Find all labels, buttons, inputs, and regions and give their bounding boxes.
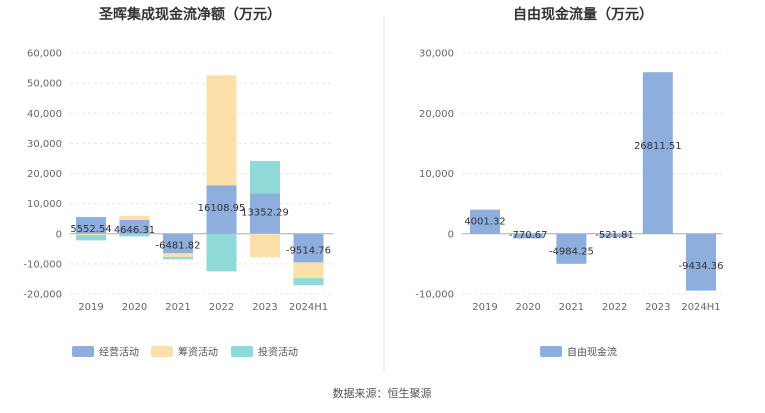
chart1-bar-筹资活动-2019 (76, 233, 106, 235)
chart2-data-label: -9434.36 (679, 261, 724, 272)
chart1-x-tick-label: 2021 (165, 302, 190, 313)
chart2-x-tick-label: 2021 (559, 302, 584, 313)
chart2-y-tick-label: 0 (448, 229, 454, 240)
chart1-legend-swatch-经营活动 (72, 346, 94, 357)
chart1-bar-投资活动-2024H1 (293, 278, 324, 286)
chart1-bar-筹资活动-2024H1 (293, 262, 324, 279)
chart2-title: 自由现金流量（万元） (513, 6, 653, 23)
chart2-bar-自由现金流-2024H1 (686, 233, 716, 291)
chart1-x-tick-label: 2020 (122, 302, 147, 313)
chart2-x-tick-label: 2022 (602, 302, 627, 313)
chart1-y-tick-label: 20,000 (27, 169, 62, 180)
chart1-bar-筹资活动-2020 (119, 215, 150, 220)
chart1-y-tick-label: 30,000 (27, 139, 62, 150)
chart1-legend-label: 经营活动 (99, 346, 139, 359)
chart1-y-tick-label: -10,000 (23, 259, 62, 270)
chart1-legend-label: 投资活动 (258, 346, 298, 359)
data-source: 数据来源：恒生聚源 (333, 386, 432, 400)
chart1-data-label: -9514.76 (286, 246, 331, 257)
chart1-x-tick-label: 2024H1 (289, 302, 328, 313)
chart1-data-label: 4646.31 (114, 225, 155, 236)
chart2-data-label: -4984.25 (549, 246, 594, 257)
chart2-bar-自由现金流-2019 (470, 209, 500, 234)
chart1-x-tick-label: 2023 (252, 302, 277, 313)
chart1-legend-label: 筹资活动 (178, 346, 218, 359)
chart1-bar-投资活动-2019 (76, 234, 106, 241)
chart1-data-label: 5552.54 (70, 224, 111, 235)
chart1-bar-投资活动-2022 (206, 233, 237, 272)
chart1-legend-swatch-筹资活动 (151, 346, 173, 357)
chart1-bar-筹资活动-2023 (250, 233, 280, 258)
chart1-bar-经营活动-2024H1 (293, 233, 324, 263)
chart1-data-label: -6481.82 (156, 240, 201, 251)
chart1-x-tick-label: 2022 (209, 302, 234, 313)
chart2-data-label: -521.81 (595, 230, 634, 241)
chart1-bar-经营活动-2020 (119, 219, 150, 234)
chart2-bar-自由现金流-2020 (513, 233, 544, 239)
chart2-legend-label: 自由现金流 (567, 346, 617, 359)
chart1-bar-经营活动-2019 (76, 217, 106, 234)
chart1-y-tick-label: 60,000 (27, 49, 62, 60)
chart2-x-tick-label: 2024H1 (681, 302, 720, 313)
chart2-legend-swatch-自由现金流 (540, 346, 562, 357)
chart1-bar-投资活动-2021 (163, 256, 193, 260)
chart1-legend-swatch-投资活动 (231, 346, 253, 357)
chart1-bar-投资活动-2020 (119, 233, 150, 237)
chart1-y-tick-label: -20,000 (23, 290, 62, 301)
chart2-x-tick-label: 2023 (645, 302, 670, 313)
chart2-bar-自由现金流-2021 (556, 233, 587, 264)
chart2-x-tick-label: 2019 (472, 302, 497, 313)
chart2-y-tick-label: 20,000 (419, 109, 454, 120)
chart1-y-tick-label: 50,000 (27, 79, 62, 90)
chart1-bar-投资活动-2023 (250, 160, 280, 194)
chart2-y-tick-label: 30,000 (419, 49, 454, 60)
chart1-bar-筹资活动-2022 (206, 75, 237, 186)
chart1-y-tick-label: 0 (56, 229, 62, 240)
chart1-y-tick-label: 10,000 (27, 199, 62, 210)
chart1-bar-经营活动-2021 (163, 233, 193, 254)
chart1-data-label: 16108.95 (198, 203, 246, 214)
chart1-data-label: 13352.29 (241, 208, 289, 219)
chart1-x-tick-label: 2019 (78, 302, 103, 313)
chart2-data-label: 26811.51 (634, 141, 682, 152)
chart2-bar-自由现金流-2022 (599, 233, 630, 237)
chart2-x-tick-label: 2020 (515, 302, 540, 313)
chart1-y-tick-label: 40,000 (27, 109, 62, 120)
chart1-bar-筹资活动-2021 (163, 253, 193, 257)
chart2-data-label: 4001.32 (464, 216, 505, 227)
chart2-y-tick-label: 10,000 (419, 169, 454, 180)
chart1-title: 圣晖集成现金流净额（万元） (98, 6, 281, 23)
chart2-bar-自由现金流-2023 (642, 72, 673, 234)
chart2-data-label: -770.67 (509, 230, 548, 241)
chart2-y-tick-label: -10,000 (415, 290, 454, 301)
chart1-bar-经营活动-2023 (250, 193, 280, 234)
chart1-bar-经营活动-2022 (206, 185, 237, 234)
